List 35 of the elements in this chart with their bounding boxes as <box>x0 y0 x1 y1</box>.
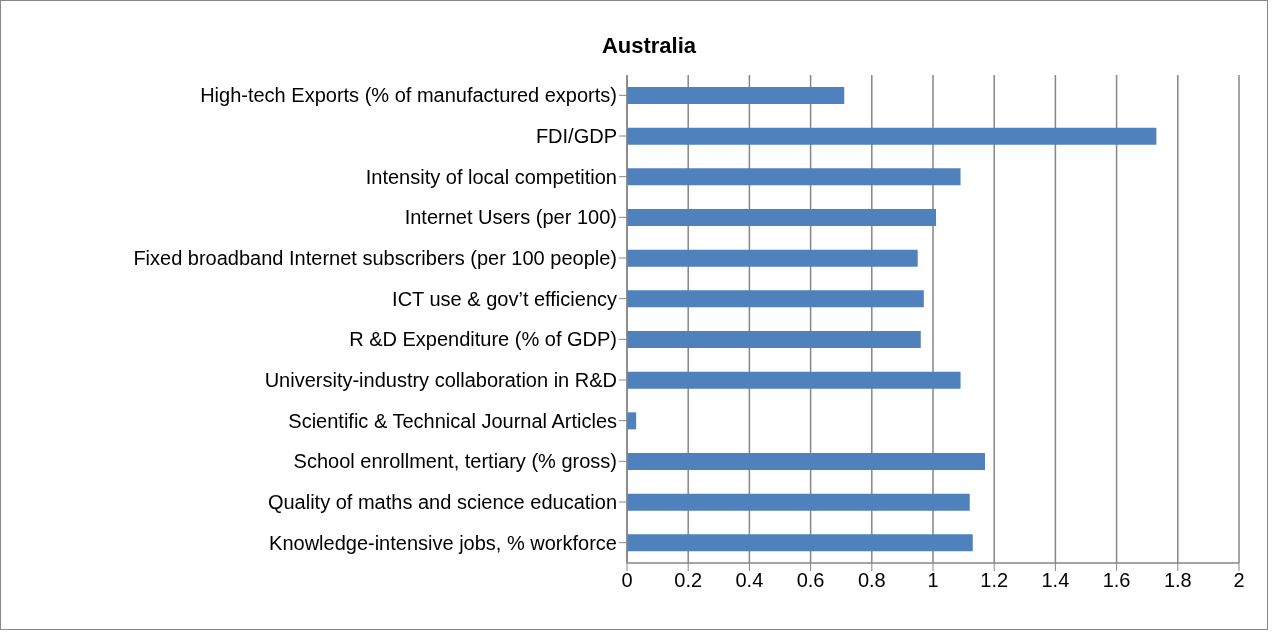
bar <box>627 290 924 308</box>
y-tick-label: Knowledge-intensive jobs, % workforce <box>269 531 617 554</box>
bar <box>627 249 918 267</box>
x-tick-label: 1.8 <box>1163 569 1192 592</box>
y-tick-label: Scientific & Technical Journal Articles <box>288 409 617 432</box>
y-tick-label: ICT use & gov’t efficiency <box>392 287 617 310</box>
bar <box>627 127 1157 145</box>
bar <box>627 534 973 552</box>
x-tick-label: 0.4 <box>735 569 764 592</box>
x-tick-label: 1.6 <box>1102 569 1131 592</box>
chart-title: Australia <box>600 32 698 60</box>
y-tick-label: Intensity of local competition <box>365 165 617 188</box>
x-tick-label: 0.2 <box>674 569 703 592</box>
bar <box>627 87 845 104</box>
y-tick-label: High-tech Exports (% of manufactured exports) <box>200 84 617 107</box>
bar <box>627 453 986 470</box>
y-tick-label: Fixed broadband Internet subscribers (per 100 people) <box>133 247 617 270</box>
x-tick-label: 1.2 <box>980 569 1009 592</box>
bar <box>627 168 961 186</box>
x-tick-label: 1 <box>927 569 939 592</box>
x-tick-label: 0 <box>621 569 633 592</box>
y-tick-label: Internet Users (per 100) <box>404 206 617 229</box>
y-tick-label: Quality of maths and science education <box>267 491 617 514</box>
x-tick-label: 1.4 <box>1041 569 1070 592</box>
x-tick-label: 0.8 <box>857 569 886 592</box>
bar <box>627 331 921 348</box>
y-tick-label: School enrollment, tertiary (% gross) <box>293 450 617 473</box>
y-tick-label: R &D Expenditure (% of GDP) <box>349 328 617 351</box>
y-tick-label: University-industry collaboration in R&D <box>264 369 617 392</box>
bar <box>627 209 937 226</box>
x-tick-label: 2 <box>1233 569 1245 592</box>
x-tick-label: 0.6 <box>796 569 825 592</box>
bar <box>627 371 961 389</box>
bar <box>627 493 970 511</box>
y-tick-label: FDI/GDP <box>535 125 617 148</box>
